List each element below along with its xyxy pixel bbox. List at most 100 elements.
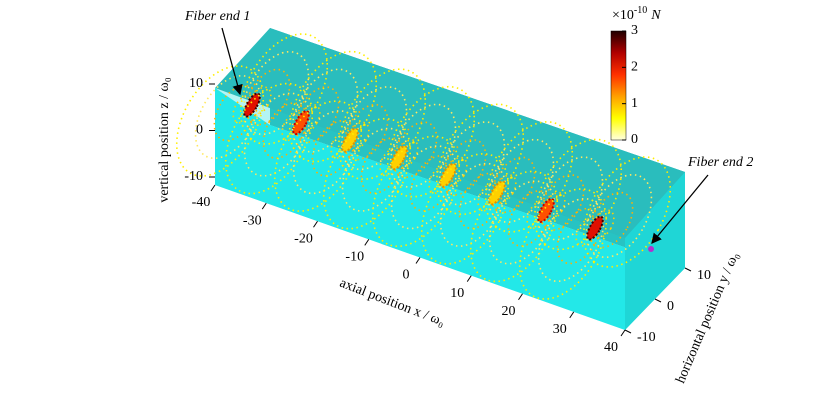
field-loop bbox=[533, 138, 623, 251]
colorbar-tick-label: 0 bbox=[631, 132, 638, 147]
field-loop bbox=[439, 162, 507, 247]
x-tick bbox=[210, 184, 216, 192]
field-loop bbox=[441, 138, 487, 196]
field-loop bbox=[490, 156, 536, 214]
y-tick-label: 0 bbox=[667, 299, 674, 314]
field-loop bbox=[507, 190, 553, 247]
top-face bbox=[215, 28, 685, 238]
field-loop bbox=[537, 197, 605, 283]
front-face bbox=[215, 88, 625, 330]
colorbar-tick-label: 3 bbox=[631, 23, 638, 38]
field-core bbox=[243, 92, 261, 118]
field-loop bbox=[194, 74, 262, 160]
field-loop bbox=[389, 103, 457, 188]
field-lines bbox=[175, 33, 672, 300]
y-tick-label: -10 bbox=[637, 330, 656, 345]
field-loop bbox=[556, 207, 602, 265]
exponent: -10 bbox=[634, 5, 647, 16]
field-loop bbox=[273, 100, 363, 212]
y-tick bbox=[624, 329, 632, 334]
field-loop bbox=[346, 121, 370, 151]
x-tick bbox=[313, 220, 318, 228]
y-tick bbox=[684, 267, 692, 272]
field-loop bbox=[262, 102, 308, 159]
x-tick-label: -40 bbox=[192, 195, 211, 210]
floor bbox=[215, 88, 685, 330]
field-loop bbox=[458, 172, 504, 230]
field-loop bbox=[392, 121, 438, 179]
x-tick-label: 0 bbox=[403, 268, 410, 283]
x-tick-label: 10 bbox=[450, 286, 464, 301]
field-loop bbox=[343, 103, 389, 161]
x-tick bbox=[261, 202, 267, 210]
field-loop bbox=[539, 174, 585, 231]
field-loop bbox=[243, 92, 311, 177]
field-loop bbox=[292, 110, 360, 195]
field-loop bbox=[340, 86, 408, 171]
z-axis-label: vertical position z / ω₀ bbox=[157, 77, 172, 202]
z-tick-label: 10 bbox=[189, 76, 203, 91]
field-loop bbox=[390, 145, 458, 230]
colorbar-tick-label: 1 bbox=[631, 96, 638, 111]
field-loop bbox=[487, 138, 555, 223]
unit: N bbox=[650, 8, 661, 23]
field-core bbox=[341, 127, 359, 153]
field-loop bbox=[224, 82, 314, 195]
field-loop bbox=[213, 84, 259, 142]
annotation: Fiber end 1 bbox=[184, 9, 250, 24]
field-loop bbox=[371, 135, 461, 248]
side-face bbox=[625, 172, 685, 330]
axes: -10 0 10 -40 -30 -20 -10 0 10 20 30 40 -10 0 10 bbox=[184, 76, 711, 355]
field-loop bbox=[542, 191, 566, 221]
field-loop bbox=[360, 137, 406, 195]
annotation: Fiber end 2 bbox=[687, 155, 753, 170]
field-loop bbox=[420, 153, 510, 265]
field-core bbox=[586, 215, 604, 241]
field-loop bbox=[536, 156, 604, 241]
field-loop bbox=[588, 191, 634, 249]
x-tick-label: 40 bbox=[604, 340, 618, 355]
field-loop bbox=[242, 50, 310, 136]
colorbar-label: ×10-10 N bbox=[612, 5, 661, 23]
field-loop bbox=[409, 154, 455, 212]
colorbar-tick-label: 2 bbox=[631, 60, 638, 75]
field-loop bbox=[469, 170, 559, 283]
field-core bbox=[537, 197, 555, 223]
field-loop bbox=[582, 156, 672, 268]
field-core bbox=[488, 180, 506, 206]
field-loop bbox=[248, 86, 272, 116]
x-tick bbox=[620, 329, 626, 337]
annotation-arrow bbox=[221, 27, 243, 96]
z-tick-label: -10 bbox=[184, 169, 203, 184]
field-loop bbox=[311, 119, 357, 177]
field-loop bbox=[591, 209, 615, 239]
field-core bbox=[292, 110, 310, 136]
colorbar: 0 1 2 3 bbox=[610, 23, 638, 147]
field-core bbox=[439, 162, 457, 188]
plot-box bbox=[215, 28, 685, 330]
field-loop bbox=[438, 121, 506, 206]
annotation-arrow bbox=[651, 174, 709, 245]
field-loop bbox=[291, 68, 359, 153]
x-tick-label: 20 bbox=[502, 304, 516, 319]
field-loop bbox=[493, 174, 517, 204]
x-tick bbox=[518, 293, 523, 301]
x-tick bbox=[364, 239, 370, 246]
field-loop bbox=[175, 65, 265, 177]
field-loop bbox=[585, 173, 653, 259]
field-loop bbox=[341, 127, 409, 212]
x-tick-label: -10 bbox=[345, 250, 364, 265]
y-tick-label: 10 bbox=[697, 268, 711, 283]
field-core bbox=[390, 145, 408, 171]
colorbar-scale bbox=[610, 30, 627, 141]
field-loop bbox=[518, 188, 608, 300]
x-tick-label: 30 bbox=[553, 322, 567, 337]
x-tick bbox=[569, 311, 575, 319]
multiplier: ×10 bbox=[612, 8, 634, 23]
x-tick-label: -20 bbox=[294, 231, 313, 246]
y-tick bbox=[654, 298, 662, 303]
x-tick bbox=[466, 275, 472, 282]
field-loop bbox=[444, 156, 468, 186]
x-tick-label: -30 bbox=[243, 213, 262, 228]
